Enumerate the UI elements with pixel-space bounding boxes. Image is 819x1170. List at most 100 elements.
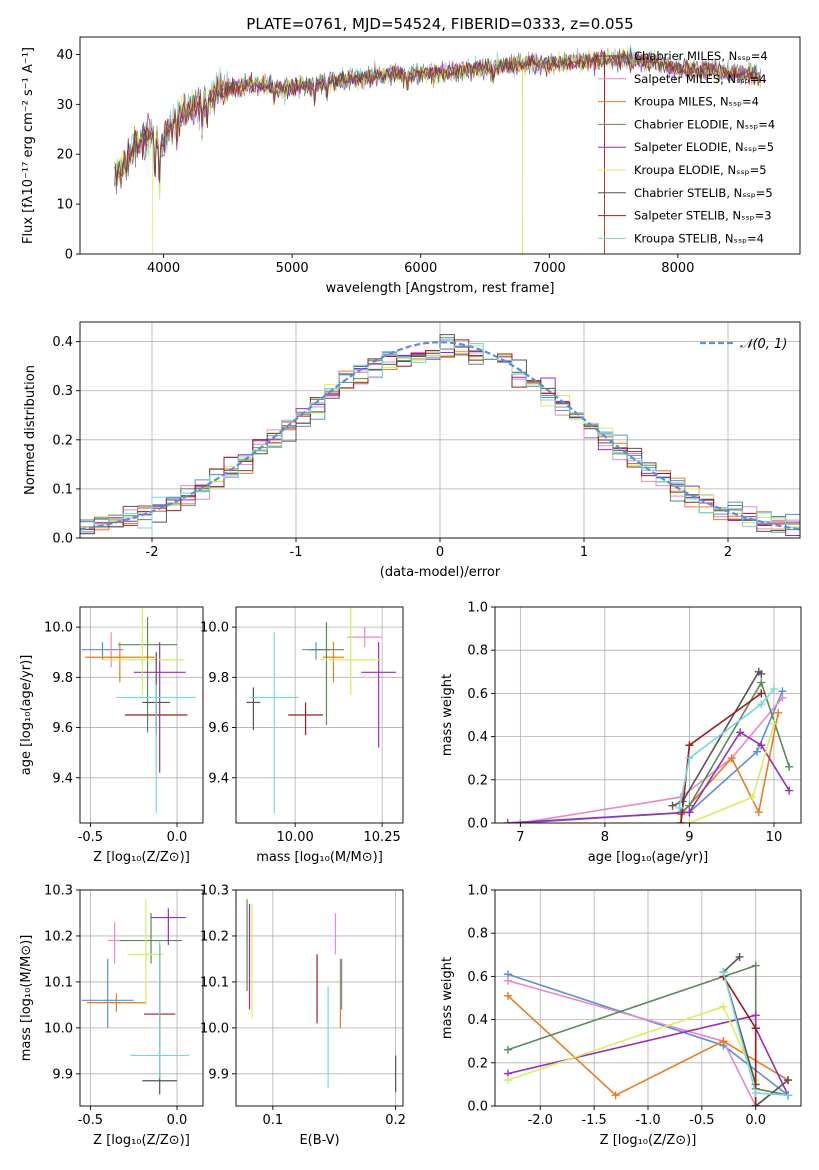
plot-area [81,899,190,1095]
y-tick-label: 0.2 [467,773,488,788]
weight-marker [503,1076,512,1085]
y-tick-label: 0.4 [52,335,73,350]
x-tick-label: -0.5 [78,830,103,845]
y-tick-label: 9.9 [208,1067,229,1082]
weight-series-7 [722,975,757,1106]
legend-entry: Kroupa MILES, Nₛₛₚ=4 [634,95,759,109]
y-tick-label: 9.4 [52,771,73,786]
x-tick-label: 10.25 [364,830,401,845]
x-tick-label: 9 [685,830,693,845]
errorbar-point [133,642,186,773]
weight-series-4 [507,731,790,823]
x-tick-label: -1.5 [581,1113,606,1128]
x-tick-label: -2 [146,545,159,560]
x-axis-label: (data-model)/error [380,565,501,580]
panel-spectrum: 4000 5000 6000 7000 8000 0 10 20 30 40 wavelength … [21,15,801,296]
panel-massweight-vs-Z: -2.0 -1.5 -1.0 -0.5 0.0 0.0 0.2 0.4 0.6 0.8 1.0 Z [… [440,884,802,1148]
x-tick-label: 0.0 [745,1113,766,1128]
x-axis-label: Z [log₁₀(Z/Z⊙)] [93,850,190,865]
panel-residuals: -2 -1 0 1 2 0.0 0.1 0.2 0.3 0.4 (data-model)/error… [23,321,801,580]
errorbar-point [119,912,183,964]
errorbar-point [151,908,186,946]
y-tick-label: 10.2 [44,929,73,944]
legend-entry: Chabrier ELODIE, Nₛₛₚ=4 [634,117,775,131]
weight-marker [676,819,685,823]
panel-age-vs-Z: -0.5 0.0 9.4 9.6 9.8 10.0 Z [log₁₀(Z/Z⊙)] age [… [19,606,204,865]
errorbar-point [100,607,184,695]
legend-entry: Salpeter STELIB, Nₛₛₚ=3 [634,209,772,223]
y-tick-label: 1.0 [467,601,488,616]
weight-series-4 [507,1014,789,1096]
y-tick-label: 0.0 [467,817,488,832]
weight-series-1 [520,697,784,823]
x-tick-label: 1 [580,545,588,560]
y-tick-label: 9.4 [208,771,229,786]
y-tick-label: 9.9 [52,1067,73,1082]
weight-marker [757,678,766,687]
x-axis-label: Z [log₁₀(Z/Z⊙)] [600,1133,697,1148]
weight-marker [675,803,684,812]
weight-marker [685,819,694,823]
errorbar-point [319,607,383,695]
errorbar-point [128,899,164,1005]
x-tick-label: 4000 [147,261,180,276]
legend-entry: Kroupa ELODIE, Nₛₛₚ=5 [634,163,767,177]
axes-frame [79,889,204,1107]
weight-marker [735,952,744,961]
gaussian-curve [80,341,800,531]
weight-marker [719,1037,728,1046]
x-tick-label: 5000 [276,261,309,276]
x-axis-label: E(B-V) [299,1133,339,1148]
y-tick-label: 0.2 [467,1056,488,1071]
weight-marker [757,689,766,698]
y-axis-label: mass weight [440,957,455,1039]
legend-entry: Salpeter MILES, Nₛₛₚ=4 [634,72,767,86]
y-tick-label: 20 [56,148,73,163]
x-tick-label: 10 [766,830,783,845]
weight-marker [784,1076,793,1085]
x-tick-label: 7000 [533,261,566,276]
panel-mass-vs-EBV: 0.1 0.2 9.9 10.0 10.1 10.2 10.3 E(B-V) [200,884,406,1149]
weight-marker [611,1091,620,1100]
x-tick-label: 0 [436,545,444,560]
axes-frame [235,889,404,1107]
x-axis-label: age [log₁₀(age/yr)] [588,850,709,865]
weight-marker [757,669,766,678]
y-tick-label: 30 [56,98,73,113]
panel-massweight-vs-age: 7 8 9 10 0.0 0.2 0.4 0.6 0.8 1.0 age [log₁₀(age/yr… [440,601,802,865]
y-tick-label: 10.1 [200,975,229,990]
plot-area [114,44,762,254]
weight-marker [668,801,677,810]
histogram-series-8 [80,342,800,529]
weight-marker [719,968,728,977]
weight-marker [751,961,760,970]
x-axis-label: mass [log₁₀(M/M⊙)] [256,850,383,865]
y-tick-label: 0.4 [467,1013,488,1028]
plot-area [246,899,397,1093]
y-axis-label: Flux [fλ10⁻¹⁷ erg cm⁻² s⁻¹ A⁻¹] [21,47,36,244]
errorbar-point [130,940,190,1079]
x-tick-label: 0.0 [167,830,188,845]
y-axis-label: age [log₁₀(age/yr)] [19,655,34,776]
x-tick-label: -1.0 [635,1113,660,1128]
errorbar-point [309,622,344,726]
legend-entry: Salpeter ELODIE, Nₛₛₚ=5 [634,140,774,154]
y-tick-label: 0.6 [467,687,488,702]
y-axis-label: Normed distribution [23,365,38,495]
weight-marker [751,1024,760,1033]
x-tick-label: 2 [724,545,732,560]
y-tick-label: 9.6 [52,721,73,736]
weight-marker [503,976,512,985]
weight-series-6 [672,670,762,807]
weight-marker [748,793,757,802]
weight-marker [516,819,525,823]
y-tick-label: 9.8 [52,671,73,686]
weight-marker [736,728,745,737]
axes-frame [79,606,204,824]
errorbar-point [86,993,146,1012]
x-tick-label: 0.1 [262,1113,283,1128]
y-tick-label: 10.3 [200,884,229,899]
weight-series-8 [678,688,775,809]
axes-frame [79,36,801,255]
y-tick-label: 40 [56,48,73,63]
